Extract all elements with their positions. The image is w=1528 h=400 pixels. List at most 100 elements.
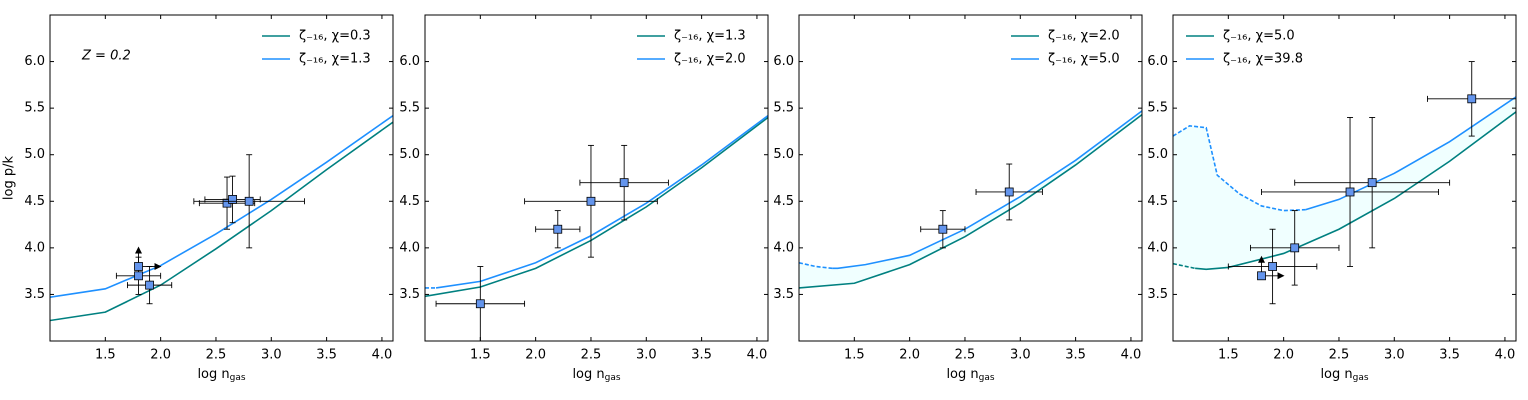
plot-area (425, 114, 768, 341)
x-tick-label: 2.0 (899, 348, 920, 363)
marker (145, 280, 154, 290)
arrow-head (1277, 272, 1285, 280)
x-axis-label: log ngas (197, 367, 245, 383)
line (425, 116, 768, 298)
x-label-sub: gas (605, 373, 621, 383)
x-tick-label: 1.5 (844, 348, 865, 363)
y-tick-label: 3.5 (1147, 287, 1168, 302)
legend-label: ζ₋₁₆, χ=5.0 (1223, 29, 1295, 44)
y-tick-label: 5.0 (773, 147, 794, 162)
x-label-main: log n (946, 367, 978, 382)
x-axis-label: log ngas (946, 367, 994, 383)
y-tick-label: 4.0 (773, 240, 794, 255)
legend-label: ζ₋₁₆, χ=39.8 (1223, 52, 1303, 67)
x-label-sub: gas (230, 373, 246, 383)
plot-area (50, 114, 393, 322)
legend-label: ζ₋₁₆, χ=2.0 (674, 52, 746, 67)
marker (228, 195, 237, 204)
y-tick-label: 4.5 (24, 194, 45, 209)
x-tick-label: 3.0 (1010, 348, 1031, 363)
x-label-sub: gas (979, 373, 995, 383)
x-tick-label: 4.0 (747, 348, 768, 363)
plot-area (799, 110, 1142, 289)
legend-label: ζ₋₁₆, χ=0.3 (299, 29, 371, 44)
marker (1257, 271, 1266, 281)
line (799, 114, 1142, 289)
y-tick-label: 4.0 (399, 240, 420, 255)
y-tick-label: 6.0 (399, 54, 420, 69)
x-tick-label: 1.5 (95, 348, 116, 363)
marker (134, 262, 143, 271)
marker (1290, 243, 1300, 253)
y-tick-label: 5.0 (1147, 147, 1168, 162)
y-tick-label: 3.5 (399, 287, 420, 302)
marker (1367, 178, 1377, 188)
y-tick-label: 5.5 (399, 101, 420, 116)
x-tick-label: 2.0 (1273, 348, 1294, 363)
x-tick-label: 1.5 (1218, 348, 1239, 363)
legend-label: ζ₋₁₆, χ=2.0 (1048, 29, 1120, 44)
y-axis-label: log p/k (2, 155, 17, 200)
marker (134, 271, 143, 281)
x-tick-label: 3.0 (636, 348, 657, 363)
line (435, 114, 768, 289)
marker (475, 299, 485, 309)
legend-label: ζ₋₁₆, χ=1.3 (674, 29, 746, 44)
x-tick-label: 3.5 (691, 348, 712, 363)
x-axis-label: log ngas (572, 367, 620, 383)
x-tick-label: 2.5 (955, 348, 976, 363)
y-tick-label: 5.0 (399, 147, 420, 162)
fill-between (1173, 96, 1516, 270)
y-tick-label: 5.5 (24, 101, 45, 116)
panel: 1.5 2.0 2.5 3.0 3.5 4.0 3.5 4.0 4.5 5.0 5.5 6.0 log … (399, 14, 769, 383)
line (1195, 111, 1516, 271)
line (1305, 96, 1516, 211)
x-axis-label: log ngas (1320, 367, 1368, 383)
x-tick-label: 2.0 (525, 348, 546, 363)
y-tick-label: 4.5 (773, 194, 794, 209)
x-label-main: log n (572, 367, 604, 382)
x-tick-label: 3.5 (1439, 348, 1460, 363)
x-tick-label: 3.5 (1065, 348, 1086, 363)
arrow-head (135, 246, 143, 254)
y-tick-label: 6.0 (1147, 54, 1168, 69)
axes-frame (49, 14, 394, 342)
x-tick-label: 4.0 (372, 348, 393, 363)
axes-frame (798, 14, 1143, 342)
y-tick-label: 5.5 (1147, 101, 1168, 116)
line (50, 114, 393, 299)
panel: 1.5 2.0 2.5 3.0 3.5 4.0 3.5 4.0 4.5 5.0 5.5 6.0 log … (2, 14, 394, 383)
marker (1004, 187, 1014, 197)
axes-frame (1172, 14, 1517, 342)
x-tick-label: 4.0 (1121, 348, 1142, 363)
y-tick-label: 6.0 (773, 54, 794, 69)
y-tick-label: 3.5 (24, 287, 45, 302)
x-label-main: log n (1320, 367, 1352, 382)
x-tick-label: 2.5 (206, 348, 227, 363)
x-label-sub: gas (1353, 373, 1369, 383)
legend-label: ζ₋₁₆, χ=1.3 (299, 52, 371, 67)
line (832, 110, 1142, 270)
fill-between (799, 110, 1142, 288)
marker (553, 224, 563, 234)
x-label-main: log n (197, 367, 229, 382)
y-tick-label: 3.5 (773, 287, 794, 302)
panel: 1.5 2.0 2.5 3.0 3.5 4.0 3.5 4.0 4.5 5.0 5.5 6.0 log … (773, 14, 1143, 383)
x-tick-label: 2.5 (581, 348, 602, 363)
line (1173, 262, 1196, 270)
marker (938, 224, 948, 234)
marker (244, 196, 254, 206)
marker (1467, 94, 1477, 104)
panel: 1.5 2.0 2.5 3.0 3.5 4.0 3.5 4.0 4.5 5.0 5.5 6.0 log … (1147, 14, 1517, 383)
legend-label: ζ₋₁₆, χ=5.0 (1048, 52, 1120, 67)
arrow-head (154, 262, 162, 270)
marker (1268, 262, 1277, 271)
line (50, 121, 393, 322)
y-tick-label: 4.0 (1147, 240, 1168, 255)
marker (619, 178, 629, 188)
x-tick-label: 4.0 (1495, 348, 1516, 363)
y-tick-label: 4.5 (1147, 194, 1168, 209)
y-tick-label: 5.0 (24, 147, 45, 162)
y-tick-label: 4.5 (399, 194, 420, 209)
